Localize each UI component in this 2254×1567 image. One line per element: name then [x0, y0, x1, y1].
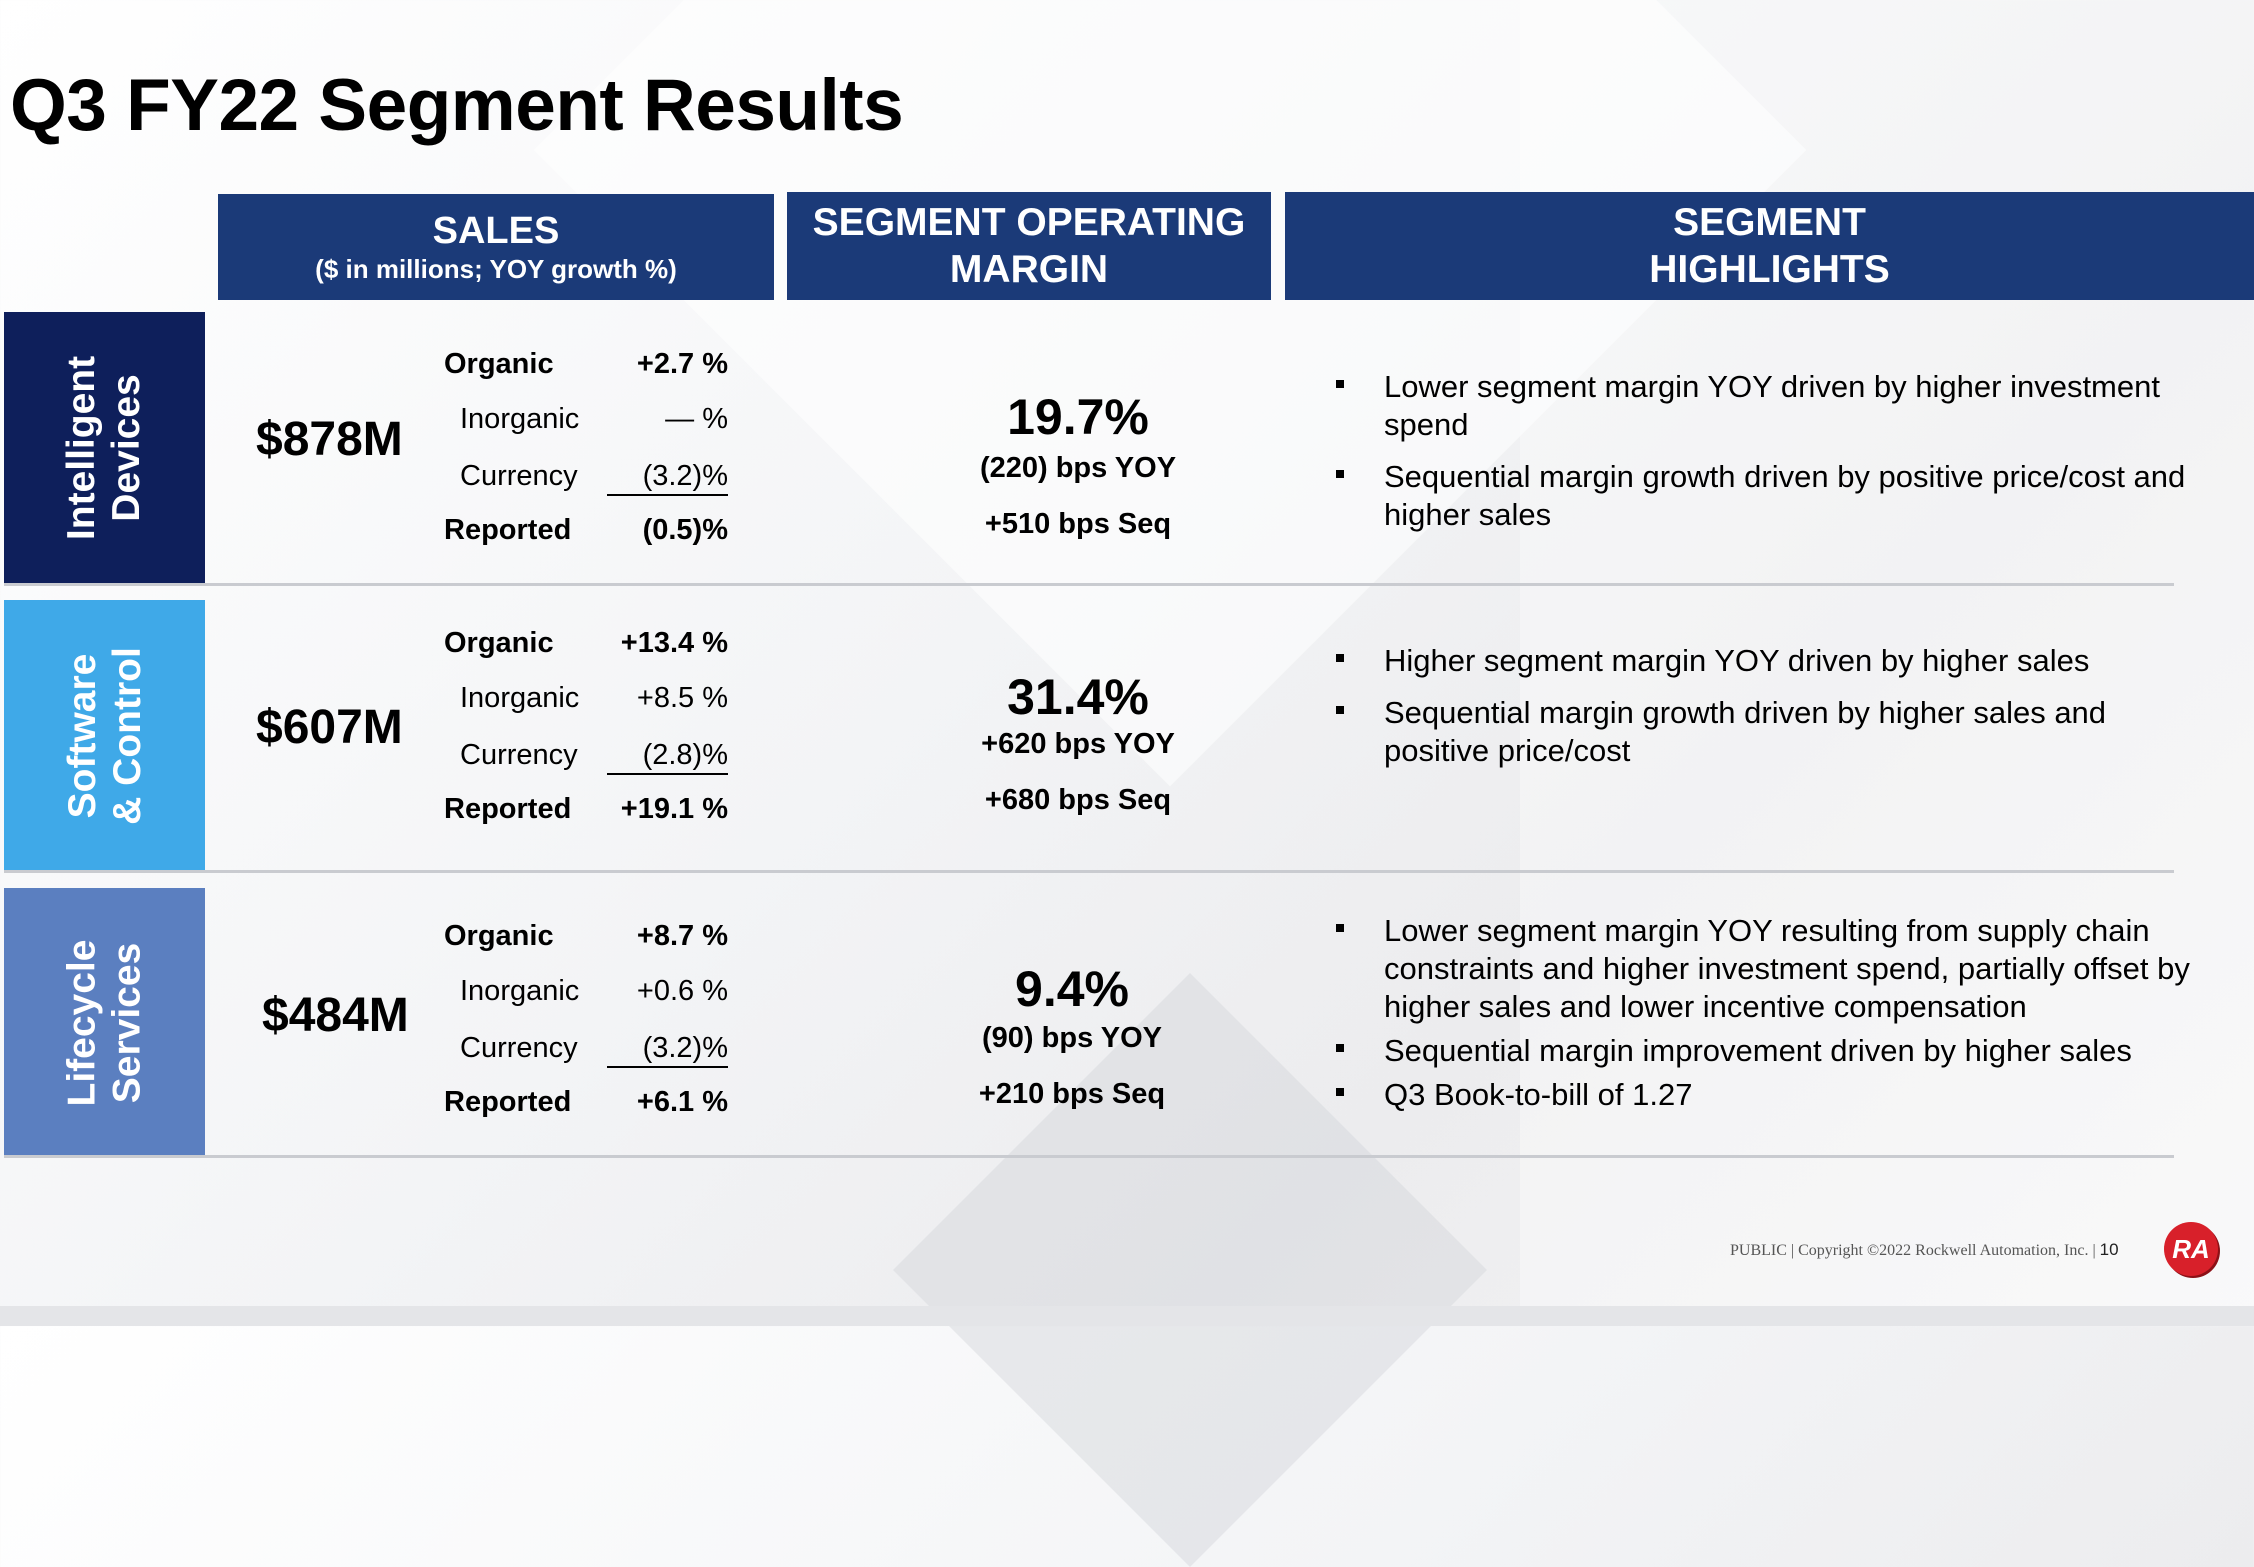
margin-percent: 31.4% [1007, 669, 1149, 725]
bullet-icon [1336, 380, 1344, 388]
breakdown-underline [607, 494, 728, 496]
breakdown-label: Reported [444, 793, 572, 825]
segment-name: Software & Control [59, 647, 149, 825]
highlight-text: Sequential margin growth driven by highe… [1384, 695, 2107, 768]
breakdown-label: Currency [460, 1032, 578, 1064]
margin-seq: +510 bps Seq [984, 508, 1172, 540]
highlight-text: Higher segment margin YOY driven by high… [1384, 643, 2090, 678]
highlights-header-line2: HIGHLIGHTS [1649, 248, 1890, 291]
breakdown-label: Currency [460, 460, 578, 492]
breakdown-organic: Organic +13.4 % [444, 627, 728, 667]
segment-name-line2: & Control [105, 646, 149, 825]
segment-label-intelligent-devices: Intelligent Devices [4, 312, 205, 583]
breakdown-value: +2.7 % [636, 348, 728, 380]
bullet-icon [1336, 654, 1344, 662]
breakdown-underline [607, 1066, 728, 1068]
breakdown-label: Reported [444, 1086, 572, 1118]
bullet-icon [1336, 706, 1344, 714]
segment-name: Lifecycle Services [60, 940, 150, 1107]
margin-header-line2: MARGIN [949, 248, 1109, 291]
bottom-bar [0, 1306, 2254, 1326]
highlight-text: Lower segment margin YOY resulting from … [1384, 913, 2190, 1024]
breakdown-inorganic: Inorganic +0.6 % [444, 975, 728, 1015]
breakdown-currency: Currency (2.8)% [444, 739, 728, 779]
breakdown-reported: Reported +6.1 % [444, 1086, 728, 1126]
breakdown-value: (0.5)% [642, 514, 728, 546]
breakdown-reported: Reported +19.1 % [444, 793, 728, 833]
margin-seq: +680 bps Seq [984, 784, 1172, 816]
slide-title: Q3 FY22 Segment Results [10, 65, 904, 146]
margin-yoy: (220) bps YOY [979, 452, 1177, 484]
breakdown-label: Organic [444, 627, 554, 659]
segment-sales-value: $607M [256, 701, 403, 754]
page-number: 10 [2099, 1240, 2119, 1259]
bullet-icon [1336, 924, 1344, 932]
breakdown-value: +8.7 % [636, 920, 728, 952]
breakdown-inorganic: Inorganic — % [444, 403, 728, 443]
breakdown-organic: Organic +2.7 % [444, 348, 728, 388]
segment-name-line1: Lifecycle [60, 939, 104, 1107]
breakdown-reported: Reported (0.5)% [444, 514, 728, 554]
margin-header-line1: SEGMENT OPERATING [812, 201, 1246, 244]
breakdown-label: Organic [444, 920, 554, 952]
segment-sales-value: $484M [262, 989, 409, 1042]
breakdown-label: Inorganic [460, 403, 580, 435]
breakdown-value: +0.6 % [636, 975, 728, 1007]
breakdown-underline [607, 773, 728, 775]
row-separator [4, 1155, 2174, 1158]
highlight-text: Sequential margin growth driven by posit… [1384, 459, 2186, 532]
margin-seq: +210 bps Seq [978, 1078, 1166, 1110]
row-separator [4, 870, 2174, 873]
row-separator [4, 583, 2174, 586]
bullet-icon [1336, 1044, 1344, 1052]
breakdown-label: Currency [460, 739, 578, 771]
segment-sales-value: $878M [256, 413, 403, 466]
margin-percent: 9.4% [1015, 961, 1129, 1017]
breakdown-value: +6.1 % [636, 1086, 728, 1118]
segment-label-lifecycle-services: Lifecycle Services [4, 888, 205, 1158]
segment-name-line2: Services [105, 942, 149, 1104]
footer-copyright: PUBLIC | Copyright ©2022 Rockwell Automa… [1730, 1240, 2119, 1260]
segment-label-software-control: Software & Control [4, 600, 205, 871]
breakdown-label: Inorganic [460, 682, 580, 714]
rockwell-logo-icon: RA [2164, 1222, 2218, 1276]
breakdown-label: Organic [444, 348, 554, 380]
sales-header: SALES ($ in millions; YOY growth %) [218, 194, 774, 300]
margin-header: SEGMENT OPERATING MARGIN [787, 192, 1271, 300]
breakdown-organic: Organic +8.7 % [444, 920, 728, 960]
breakdown-value: +13.4 % [620, 627, 728, 659]
highlight-text: Q3 Book-to-bill of 1.27 [1384, 1077, 1693, 1112]
margin-percent: 19.7% [1007, 389, 1149, 445]
sales-header-subtitle: ($ in millions; YOY growth %) [315, 254, 677, 284]
bullet-icon [1336, 1088, 1344, 1096]
footer-text: PUBLIC | Copyright ©2022 Rockwell Automa… [1730, 1242, 2096, 1259]
breakdown-value: +19.1 % [620, 793, 728, 825]
breakdown-value: — % [665, 403, 728, 435]
breakdown-currency: Currency (3.2)% [444, 460, 728, 500]
segment-name-line1: Intelligent [60, 355, 104, 540]
breakdown-value: (3.2)% [642, 460, 728, 492]
breakdown-value: (2.8)% [642, 739, 728, 771]
segment-name-line2: Devices [105, 373, 149, 522]
bullet-icon [1336, 470, 1344, 478]
segment-name: Intelligent Devices [59, 355, 149, 539]
margin-yoy: (90) bps YOY [982, 1022, 1162, 1054]
sales-header-title: SALES [432, 210, 560, 252]
breakdown-inorganic: Inorganic +8.5 % [444, 682, 728, 722]
breakdown-label: Inorganic [460, 975, 580, 1007]
highlights-header-line1: SEGMENT [1673, 201, 1866, 244]
breakdown-label: Reported [444, 514, 572, 546]
breakdown-value: (3.2)% [642, 1032, 728, 1064]
breakdown-currency: Currency (3.2)% [444, 1032, 728, 1072]
highlights-header: SEGMENT HIGHLIGHTS [1285, 192, 2254, 300]
margin-yoy: +620 bps YOY [981, 728, 1175, 760]
highlight-text: Sequential margin improvement driven by … [1384, 1033, 2132, 1068]
highlight-text: Lower segment margin YOY driven by highe… [1384, 369, 2160, 442]
breakdown-value: +8.5 % [636, 682, 728, 714]
segment-name-line1: Software [60, 653, 104, 818]
